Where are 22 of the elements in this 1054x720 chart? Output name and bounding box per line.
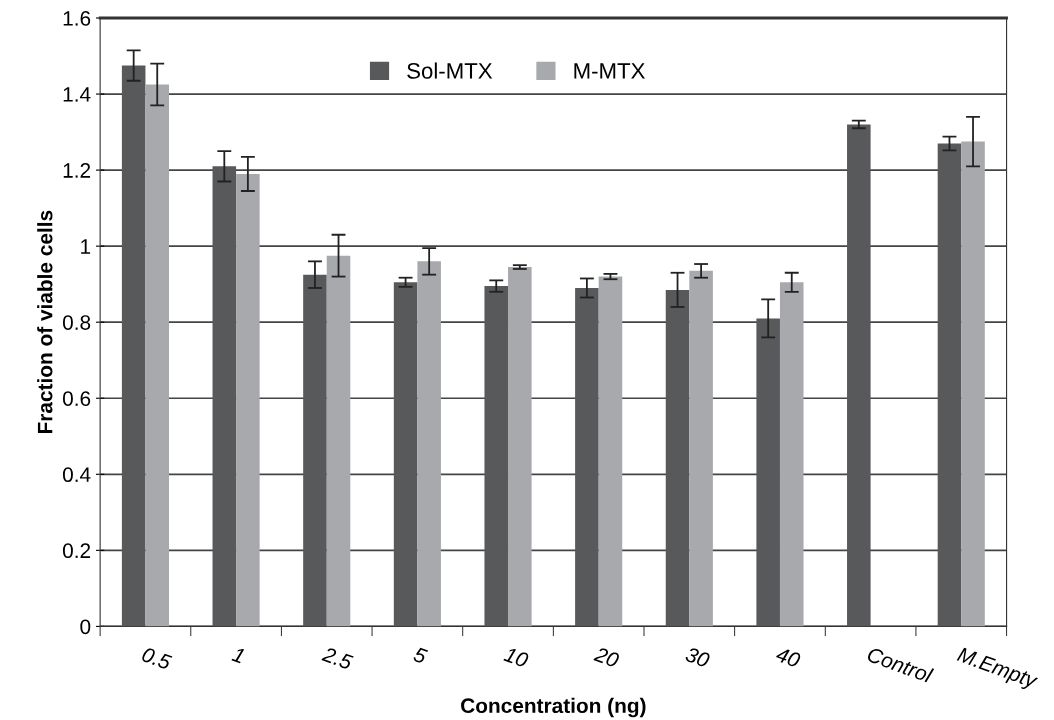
- x-tick-label: 30: [684, 646, 711, 669]
- y-tick-label: 0.8: [62, 315, 91, 330]
- legend-label: M-MTX: [574, 63, 645, 79]
- y-tick-label: 0: [80, 619, 91, 635]
- x-tick-label: Control: [866, 646, 935, 684]
- x-tick-label: 5: [412, 646, 429, 665]
- y-tick-label: 1: [81, 239, 91, 254]
- y-tick-label: 0.4: [62, 467, 91, 483]
- x-tick-label: 1: [231, 646, 246, 664]
- y-tick-label: 1.4: [63, 87, 91, 102]
- x-tick-label: 20: [593, 646, 621, 669]
- legend-label: Sol-MTX: [407, 62, 493, 79]
- y-tick-label: 1.2: [63, 163, 91, 178]
- y-tick-label: 0.6: [62, 391, 91, 406]
- x-axis-title: Concentration (ng): [461, 697, 646, 718]
- x-tick-label: 0.5: [141, 646, 173, 671]
- x-tick-label: 10: [503, 646, 530, 669]
- y-tick-label: 1.6: [63, 11, 91, 26]
- x-tick-label: 2.5: [321, 646, 354, 671]
- y-axis-title: Fraction of viable cells: [37, 210, 53, 434]
- y-tick-label: 0.2: [62, 543, 91, 559]
- x-tick-label: 40: [774, 646, 802, 669]
